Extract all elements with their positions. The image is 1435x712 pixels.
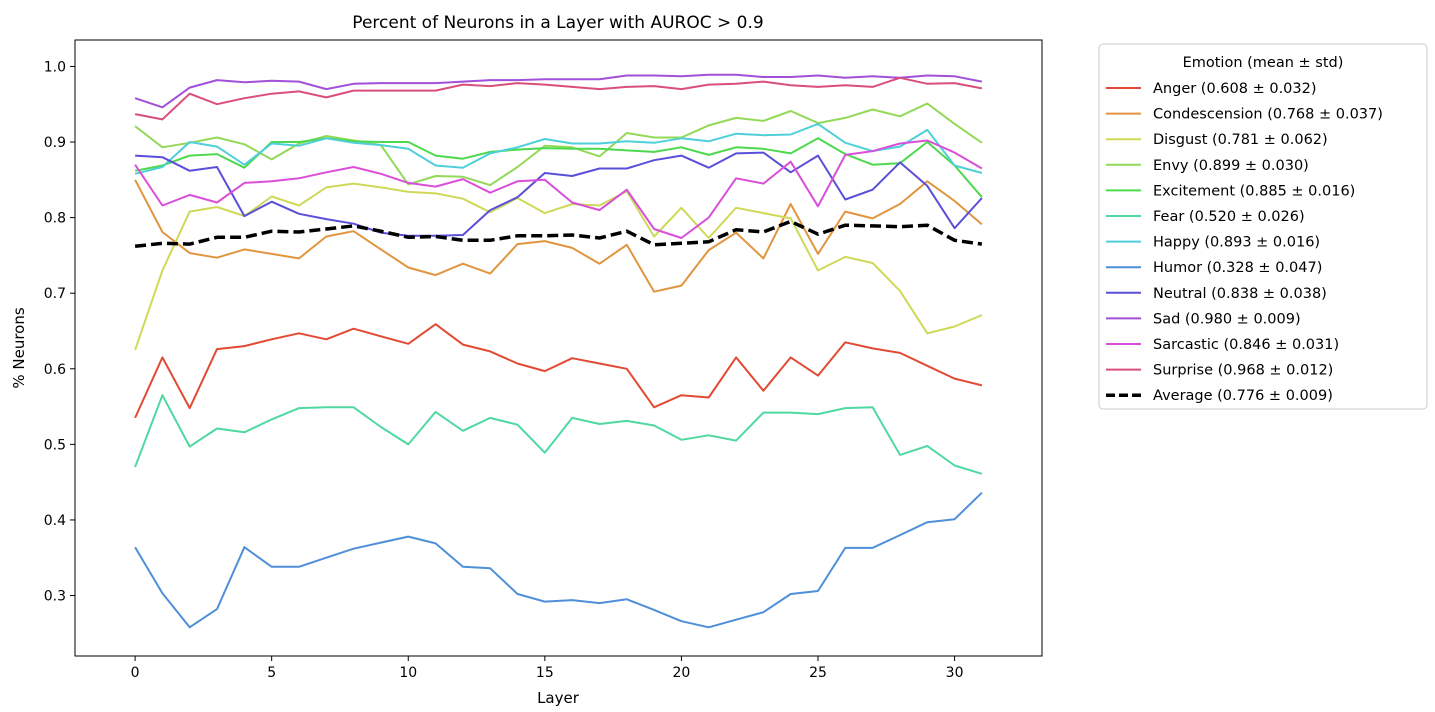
series-line-humor [134,491,983,629]
series-line-neutral [135,151,983,237]
series-line-condescension [134,179,983,293]
series-line-average [134,219,983,249]
legend-label-average: Average (0.776 ± 0.009) [1153,388,1333,404]
x-axis: 0 5 10 15 20 25 30 [131,656,964,681]
plot-area-frame [74,39,1043,657]
legend-label-surprise: Surprise (0.968 ± 0.012) [1153,363,1333,379]
series-line-excitement [134,137,983,198]
x-tick-label: 25 [809,665,827,681]
legend-label-fear: Fear (0.520 ± 0.026) [1153,209,1305,225]
x-tick-label: 15 [536,665,554,681]
chart-title: Percent of Neurons in a Layer with AUROC… [352,13,763,33]
legend-label-excitement: Excitement (0.885 ± 0.016) [1153,183,1355,199]
series-line-fear [134,394,983,475]
x-tick-label: 10 [399,665,417,681]
x-tick-label: 5 [267,665,276,681]
legend-label-sad: Sad (0.980 ± 0.009) [1153,311,1301,327]
legend-label-envy: Envy (0.899 ± 0.030) [1153,158,1309,174]
legend-label-anger: Anger (0.608 ± 0.032) [1153,81,1317,97]
legend-label-condescension: Condescension (0.768 ± 0.037) [1153,107,1383,123]
series-line-surprise [134,76,983,121]
y-axis: 0.3 0.4 0.5 0.6 0.7 0.8 0.9 1.0 [44,59,75,605]
legend-label-neutral: Neutral (0.838 ± 0.038) [1153,286,1327,302]
series-line-happy [134,122,983,175]
y-tick-label: 1.0 [44,59,66,75]
legend-label-happy: Happy (0.893 ± 0.016) [1153,235,1320,251]
x-tick-label: 20 [673,665,691,681]
legend-label-sarcastic: Sarcastic (0.846 ± 0.031) [1153,337,1339,353]
legend-title: Emotion (mean ± std) [1183,55,1344,71]
legend-label-disgust: Disgust (0.781 ± 0.062) [1153,132,1328,148]
series-line-sarcastic [134,139,983,239]
series-line-sad [134,73,983,109]
legend-entries: Anger (0.608 ± 0.032) Condescension (0.76… [1106,81,1383,404]
series-line-envy [134,102,983,187]
y-tick-label: 0.6 [44,362,66,378]
series-layer [134,73,983,629]
x-tick-label: 30 [946,665,964,681]
legend-label-humor: Humor (0.328 ± 0.047) [1153,260,1322,276]
y-tick-label: 0.8 [44,211,66,227]
legend: Emotion (mean ± std) Anger (0.608 ± 0.03… [1098,43,1428,410]
series-line-anger [134,323,983,419]
legend-frame [1098,43,1428,410]
y-tick-label: 0.7 [44,286,66,302]
series-line-disgust [134,182,983,351]
y-tick-label: 0.3 [44,589,66,605]
y-axis-label: % Neurons [10,307,28,388]
x-axis-label: Layer [537,689,580,707]
y-tick-label: 0.4 [44,513,66,529]
x-tick-label: 0 [131,665,140,681]
y-tick-label: 0.9 [44,135,66,151]
y-tick-label: 0.5 [44,437,66,453]
